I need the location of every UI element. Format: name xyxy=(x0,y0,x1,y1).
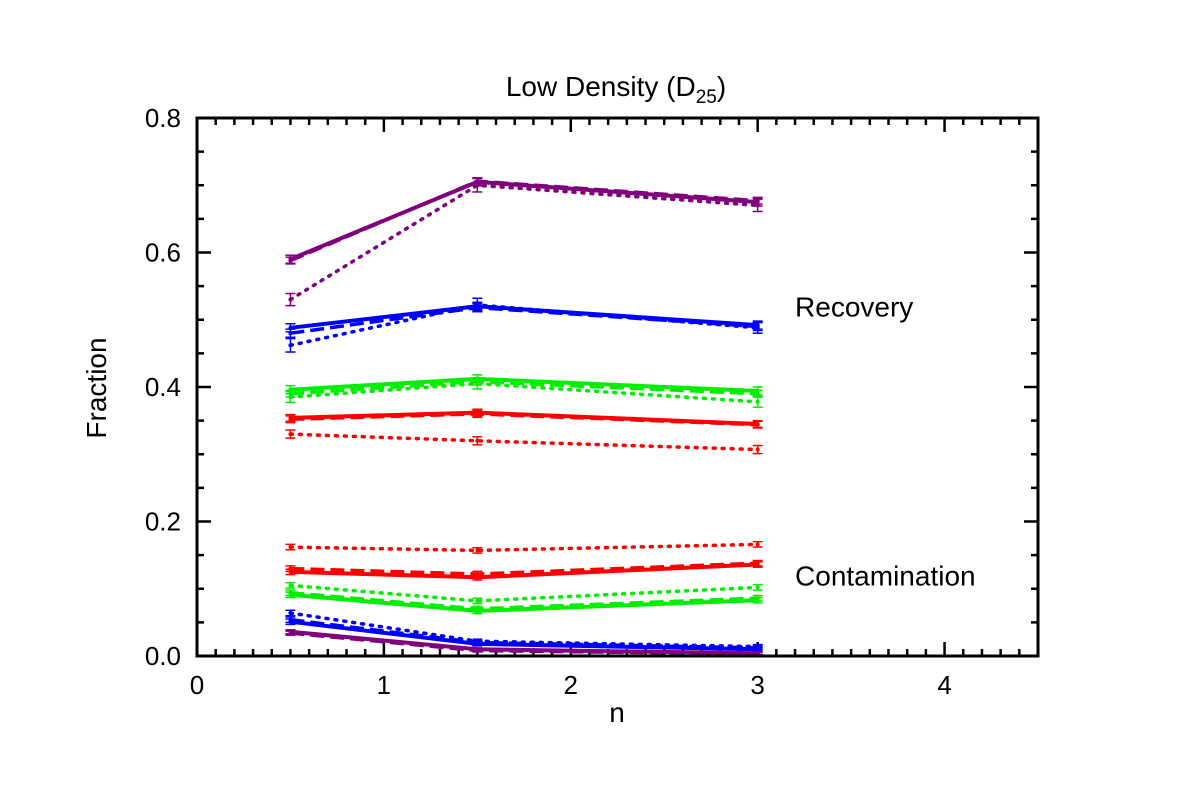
x-tick-label: 3 xyxy=(750,670,764,700)
y-tick-label: 0.8 xyxy=(145,103,181,133)
series-blue-recovery-dotted xyxy=(285,297,763,353)
data-point xyxy=(475,598,480,603)
series-line xyxy=(288,183,760,302)
data-point xyxy=(755,203,760,208)
data-point xyxy=(475,648,480,653)
series-line xyxy=(289,179,758,262)
series-purple-recovery-dotted xyxy=(285,177,763,307)
data-point xyxy=(288,331,293,336)
data-point xyxy=(288,592,293,597)
data-point xyxy=(475,548,480,553)
data-point xyxy=(755,598,760,603)
chart-title-close: ) xyxy=(717,71,726,102)
data-point xyxy=(755,542,760,547)
series-line xyxy=(288,432,760,452)
chart-title: Low Density (D25) xyxy=(506,71,726,108)
data-point xyxy=(288,610,293,615)
data-point xyxy=(288,569,293,574)
data-point xyxy=(288,583,293,588)
data-point xyxy=(475,641,480,646)
annotation-contamination: Contamination xyxy=(795,560,976,591)
annotation-recovery: Recovery xyxy=(795,291,913,322)
series-purple-recovery-solid xyxy=(285,177,763,265)
series-green-contam-dotted xyxy=(285,581,763,605)
y-tick-label: 0.2 xyxy=(145,507,181,537)
data-point xyxy=(755,447,760,452)
x-tick-label: 2 xyxy=(564,670,578,700)
data-point xyxy=(288,417,293,422)
series-green-recovery-dotted xyxy=(285,377,763,408)
x-tick-label: 0 xyxy=(190,670,204,700)
series-purple-recovery-dashed xyxy=(285,177,763,265)
data-point xyxy=(755,585,760,590)
data-point xyxy=(288,395,293,400)
data-point xyxy=(288,297,293,302)
series-red-recovery-dotted xyxy=(285,429,763,455)
chart-title-subscript: 25 xyxy=(696,87,717,108)
label-layer: Low Density (D25) n Fraction 0 1 2 3 4 0.0 0.2… xyxy=(81,71,976,728)
data-point xyxy=(475,183,480,188)
y-tick-label: 0.6 xyxy=(145,238,181,268)
data-point xyxy=(288,631,293,636)
series-layer xyxy=(285,177,763,657)
series-red-contam-dotted xyxy=(285,540,763,554)
data-point xyxy=(475,302,480,307)
data-point xyxy=(475,438,480,443)
data-point xyxy=(475,381,480,386)
data-point xyxy=(288,343,293,348)
data-point xyxy=(475,608,480,613)
series-line xyxy=(289,179,758,263)
y-tick-label: 0.4 xyxy=(145,372,181,402)
y-axis-title: Fraction xyxy=(81,337,112,438)
data-point xyxy=(288,432,293,437)
data-point xyxy=(755,422,760,427)
plot-frame xyxy=(195,116,1040,658)
x-tick-label: 4 xyxy=(937,670,951,700)
data-point xyxy=(755,399,760,404)
series-red-contam-solid xyxy=(285,561,763,581)
data-point xyxy=(288,619,293,624)
series-red-recovery-dashed xyxy=(285,409,763,429)
chart-title-main: Low Density (D xyxy=(506,71,696,102)
series-line xyxy=(288,542,760,553)
x-axis-title: n xyxy=(609,697,625,728)
data-point xyxy=(288,545,293,550)
data-point xyxy=(475,575,480,580)
data-point xyxy=(755,562,760,567)
data-point xyxy=(475,411,480,416)
data-point xyxy=(755,325,760,330)
data-point xyxy=(288,258,293,263)
series-blue-recovery-solid xyxy=(285,301,763,333)
x-tick-label: 1 xyxy=(377,670,391,700)
data-point xyxy=(755,391,760,396)
data-point xyxy=(755,647,760,652)
series-blue-contam-solid xyxy=(285,618,763,653)
y-tick-label: 0.0 xyxy=(145,641,181,671)
series-green-contam-solid xyxy=(285,591,763,615)
